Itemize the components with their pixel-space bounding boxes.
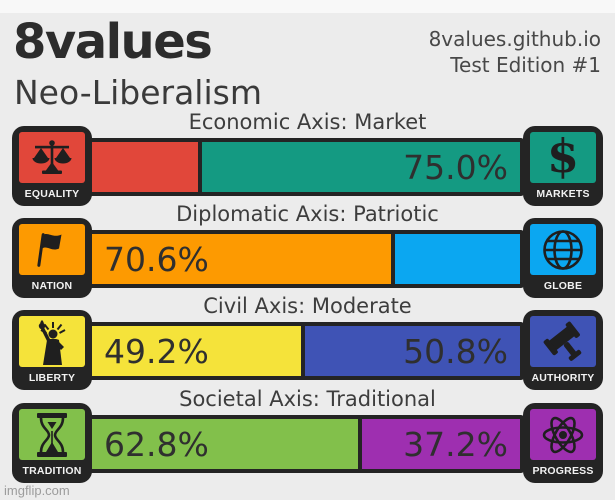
axis-row-societal: Societal Axis: Traditional 62.8% 37.2% [0, 387, 615, 483]
tile-authority: AUTHORITY [523, 310, 603, 390]
tile-markets: $ MARKETS [523, 126, 603, 206]
tile-label: TRADITION [22, 465, 82, 477]
bar-segment-liberty: 49.2% [92, 326, 301, 376]
bar-segment-progress: 37.2% [362, 419, 520, 469]
axis-title: Civil Axis: Moderate [203, 294, 412, 318]
tile-nation: NATION [12, 218, 92, 298]
societal-axis-bar: 62.8% 37.2% [88, 415, 524, 473]
liberty-statue-icon [19, 316, 85, 367]
nation-percentage: 70.6% [104, 239, 209, 279]
result-ideology: Neo-Liberalism [14, 73, 262, 112]
axis-title: Economic Axis: Market [188, 110, 427, 134]
axis-row-civil: Civil Axis: Moderate 49.2% 50.8% [0, 294, 615, 390]
dollar-icon: $ [530, 132, 596, 183]
bar-segment-globe [395, 234, 520, 284]
tile-label: LIBERTY [28, 372, 76, 384]
bar-segment-tradition: 62.8% [92, 419, 359, 469]
tile-label: AUTHORITY [531, 372, 595, 384]
axis-row-diplomatic: Diplomatic Axis: Patriotic 70.6% NATION [0, 202, 615, 298]
bar-segment-markets: 75.0% [202, 142, 520, 192]
gavel-icon [530, 316, 596, 367]
liberty-percentage: 49.2% [104, 331, 209, 371]
tile-label: NATION [31, 280, 73, 292]
markets-percentage: 75.0% [403, 147, 508, 187]
globe-icon [530, 224, 596, 275]
app-title: 8values [13, 14, 213, 70]
tile-label: EQUALITY [24, 188, 80, 200]
authority-percentage: 50.8% [403, 331, 508, 371]
imgflip-watermark: imgflip.com [4, 483, 70, 498]
axis-title: Diplomatic Axis: Patriotic [176, 202, 439, 226]
bar-segment-authority: 50.8% [304, 326, 520, 376]
axis-row-economic: Economic Axis: Market 75.0% [0, 110, 615, 206]
bar-segment-nation: 70.6% [92, 234, 392, 284]
tile-progress: PROGRESS [523, 403, 603, 483]
hourglass-icon [19, 409, 85, 460]
civil-axis-bar: 49.2% 50.8% [88, 322, 524, 380]
atom-icon [530, 409, 596, 460]
scales-icon [19, 132, 85, 183]
tile-tradition: TRADITION [12, 403, 92, 483]
tile-label: GLOBE [543, 280, 583, 292]
diplomatic-axis-bar: 70.6% [88, 230, 524, 288]
economic-axis-bar: 75.0% [88, 138, 524, 196]
progress-percentage: 37.2% [403, 424, 508, 464]
top-strip [0, 0, 615, 13]
flag-icon [19, 224, 85, 275]
site-url: 8values.github.io [428, 27, 601, 51]
tile-equality: EQUALITY [12, 126, 92, 206]
tile-globe: GLOBE [523, 218, 603, 298]
test-edition: Test Edition #1 [450, 53, 601, 77]
axis-title: Societal Axis: Traditional [179, 387, 436, 411]
tradition-percentage: 62.8% [104, 424, 209, 464]
bar-segment-equality [92, 142, 198, 192]
site-info: 8values.github.io Test Edition #1 [429, 26, 601, 78]
tile-liberty: LIBERTY [12, 310, 92, 390]
tile-label: PROGRESS [532, 465, 594, 477]
tile-label: MARKETS [536, 188, 590, 200]
